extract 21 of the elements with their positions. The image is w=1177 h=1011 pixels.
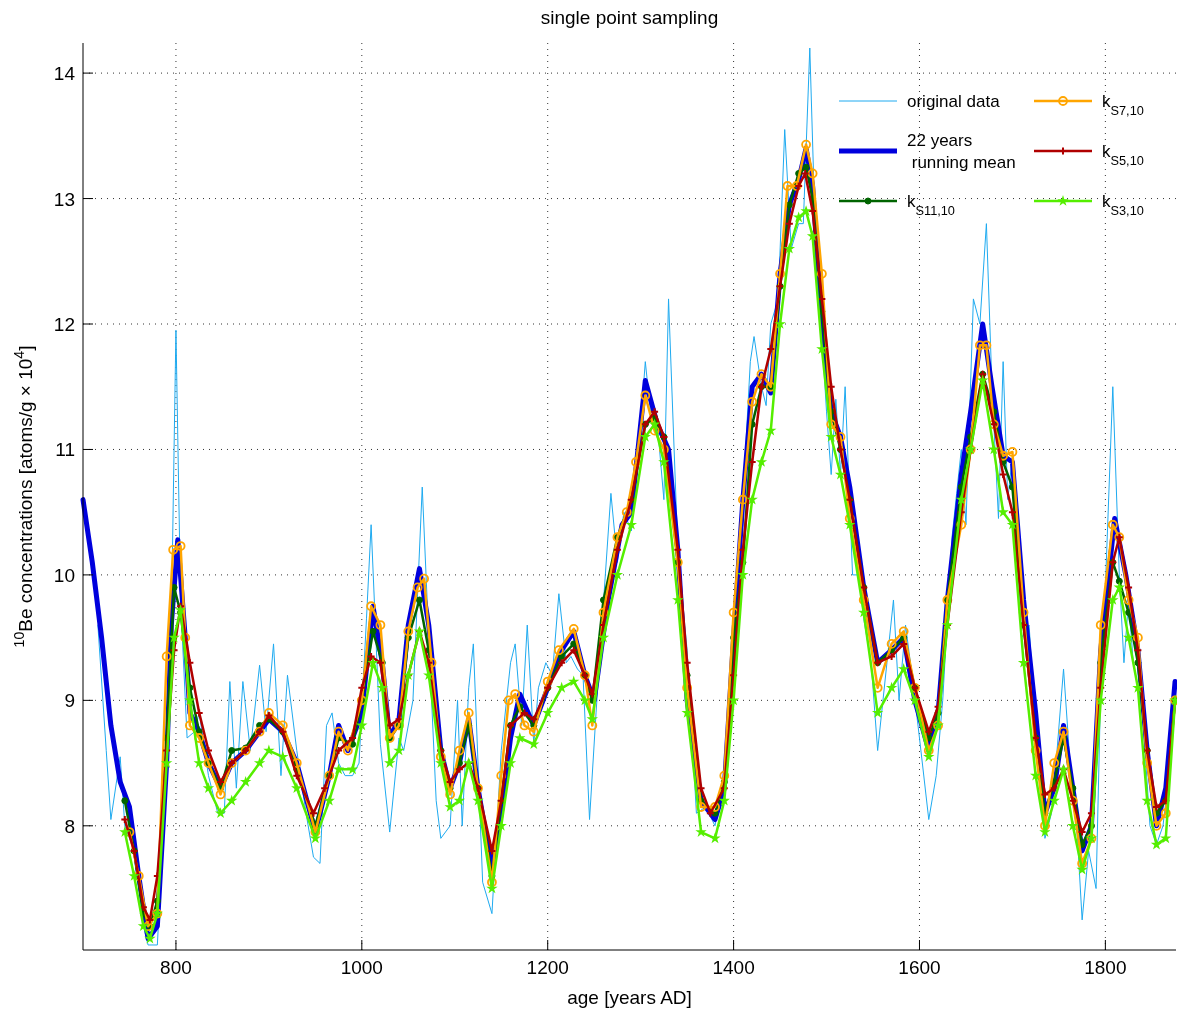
x-tick-label: 800	[160, 957, 192, 978]
y-tick-label: 13	[53, 188, 75, 210]
x-tick-label: 1800	[1084, 957, 1127, 978]
y-tick-label: 8	[64, 815, 75, 837]
legend-label: k$_{S11,10}$	[907, 192, 955, 218]
y-tick-label: 11	[55, 439, 75, 461]
y-tick-label: 12	[53, 314, 75, 336]
x-tick-label: 1600	[898, 957, 941, 978]
chart-title: single point sampling	[540, 7, 719, 28]
y-tick-label: 10	[53, 564, 75, 586]
x-tick-label: 1000	[340, 957, 383, 978]
legend-label: 22 years running mean	[907, 131, 1016, 172]
x-tick-label: 1400	[712, 957, 755, 978]
x-tick-label: 1200	[526, 957, 569, 978]
legend-label: k$_{S5,10}$	[1102, 142, 1144, 168]
legend-label: k$_{S7,10}$	[1102, 92, 1144, 118]
x-axis-title: age [years AD]	[567, 987, 692, 1008]
y-tick-label: 9	[64, 690, 75, 712]
legend-label: k$_{S3,10}$	[1102, 192, 1144, 218]
legend-label: original data	[907, 92, 1001, 111]
y-tick-label: 14	[53, 63, 76, 85]
